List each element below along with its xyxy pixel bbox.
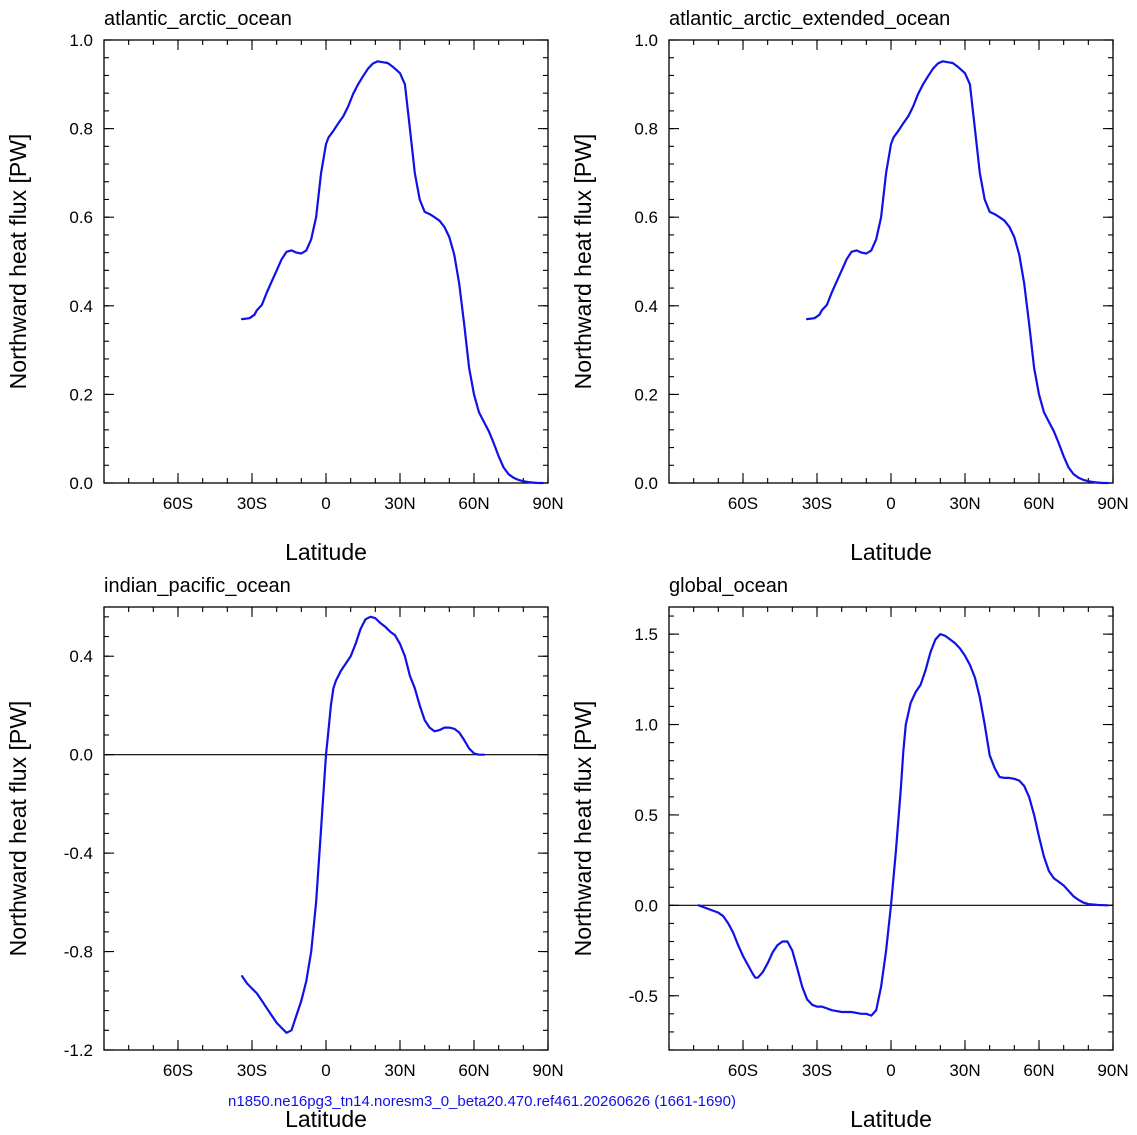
y-tick-label: 0.2 (634, 385, 658, 404)
y-tick-label: 0.0 (69, 746, 93, 765)
y-tick-label: 0.4 (69, 647, 93, 666)
y-tick-label: 0.5 (634, 806, 658, 825)
x-axis-title: Latitude (850, 1106, 932, 1132)
x-axis-title: Latitude (285, 539, 367, 565)
y-axis-title: Northward heat flux [PW] (570, 134, 596, 390)
y-tick-label: 0.8 (69, 120, 93, 139)
y-tick-label: 1.0 (634, 31, 658, 50)
x-tick-label: 0 (321, 494, 330, 513)
chart-title: atlantic_arctic_extended_ocean (669, 8, 950, 30)
x-tick-label: 90N (1097, 1061, 1128, 1080)
x-tick-label: 90N (1097, 494, 1128, 513)
chart-title: global_ocean (669, 575, 788, 597)
x-axis-title: Latitude (285, 1106, 367, 1132)
x-tick-label: 60S (728, 494, 758, 513)
y-tick-label: 1.0 (634, 716, 658, 735)
y-tick-label: 0.6 (634, 208, 658, 227)
x-tick-label: 0 (321, 1061, 330, 1080)
y-tick-label: -1.2 (64, 1041, 93, 1060)
x-tick-label: 60S (163, 494, 193, 513)
y-tick-label: 1.5 (634, 625, 658, 644)
x-tick-label: 30S (237, 1061, 267, 1080)
x-tick-label: 60N (458, 494, 489, 513)
series-line-1 (241, 615, 485, 1034)
x-tick-label: 0 (886, 1061, 895, 1080)
series-line-1 (697, 632, 1110, 1017)
x-tick-label: 30N (949, 494, 980, 513)
y-tick-label: -0.5 (629, 987, 658, 1006)
y-tick-label: 0.0 (634, 896, 658, 915)
y-tick-label: 0.6 (69, 208, 93, 227)
y-tick-label: 0.4 (634, 297, 658, 316)
y-tick-label: 0.8 (634, 120, 658, 139)
series-line-1 (805, 60, 1110, 485)
plot-frame (668, 606, 1114, 1051)
y-tick-label: 0.0 (634, 474, 658, 493)
chart-title: atlantic_arctic_ocean (104, 8, 292, 30)
x-tick-label: 30S (237, 494, 267, 513)
x-tick-label: 30N (384, 1061, 415, 1080)
plot-frame (103, 606, 549, 1051)
x-tick-label: 90N (532, 494, 563, 513)
run-id-footer: n1850.ne16pg3_tn14.noresm3_0_beta20.470.… (228, 1093, 736, 1110)
x-tick-label: 60S (163, 1061, 193, 1080)
x-tick-label: 30S (802, 494, 832, 513)
x-tick-label: 60N (458, 1061, 489, 1080)
y-tick-label: 1.0 (69, 31, 93, 50)
x-tick-label: 30N (384, 494, 415, 513)
x-tick-label: 0 (886, 494, 895, 513)
y-tick-label: 0.0 (69, 474, 93, 493)
x-tick-label: 30S (802, 1061, 832, 1080)
chart-panel-3: indian_pacific_ocean 60S 30S 0 30N 60N 90N -1.2… (5, 575, 564, 1132)
x-tick-label: 30N (949, 1061, 980, 1080)
chart-panel-2: atlantic_arctic_extended_ocean 60S 30S 0 30N… (570, 8, 1129, 565)
chart-panel-1: atlantic_arctic_ocean 60S 30S 0 30N 60N 90N 0.0… (5, 8, 564, 565)
x-axis-title: Latitude (850, 539, 932, 565)
x-tick-label: 90N (532, 1061, 563, 1080)
y-axis-title: Northward heat flux [PW] (570, 701, 596, 957)
y-axis-title: Northward heat flux [PW] (5, 134, 31, 390)
chart-panel-4: global_ocean 60S 30S 0 30N 60N 90N -0.5 0.0 0.5 1.… (570, 575, 1129, 1132)
x-tick-label: 60S (728, 1061, 758, 1080)
y-axis-title: Northward heat flux [PW] (5, 701, 31, 957)
y-tick-label: -0.4 (64, 844, 93, 863)
y-tick-label: 0.4 (69, 297, 93, 316)
y-tick-label: 0.2 (69, 385, 93, 404)
series-line-1 (241, 60, 545, 485)
x-tick-label: 60N (1023, 494, 1054, 513)
chart-title: indian_pacific_ocean (104, 575, 291, 597)
y-tick-label: -0.8 (64, 943, 93, 962)
x-tick-label: 60N (1023, 1061, 1054, 1080)
